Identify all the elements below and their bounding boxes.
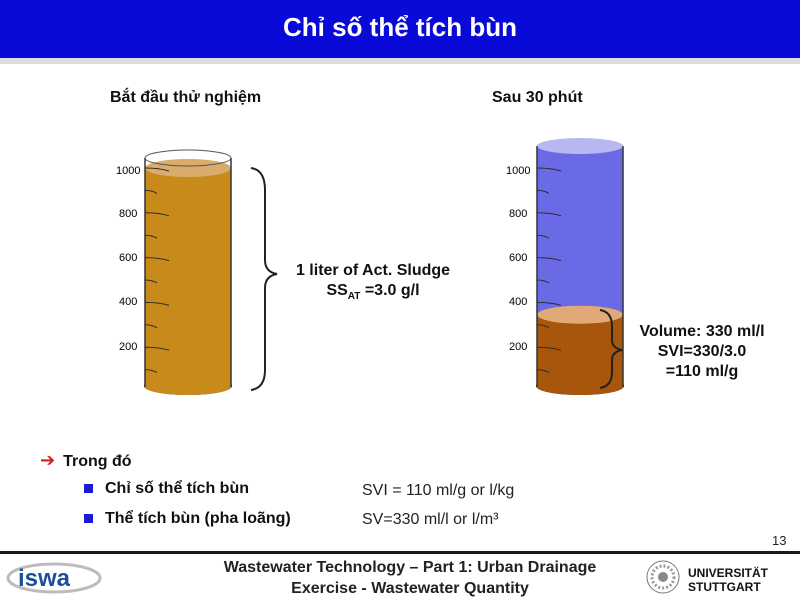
brace-right (599, 309, 623, 389)
footer-divider (0, 551, 800, 554)
annotation-line-1: 1 liter of Act. Sludge (295, 262, 451, 279)
page-number: 13 (772, 533, 787, 548)
scale-label-600: 600 (509, 252, 527, 264)
settled-sludge (537, 314, 623, 388)
scale-tick (144, 369, 158, 374)
scale-tick (536, 279, 550, 284)
formula-svi: SVI = 110 ml/g or l/kg (362, 482, 515, 499)
formula-sv: SV=330 ml/l or l/m³ (362, 511, 499, 528)
legend-item-sv: Thể tích bùn (pha loãng) (84, 510, 291, 528)
annotation-svi: SVI=330/3.0 (657, 343, 747, 360)
title-divider (0, 58, 800, 64)
after-annotation: Volume: 330 ml/l SVI=330/3.0 =110 ml/g (622, 322, 782, 382)
iswa-logo: iswa (6, 562, 102, 594)
legend-heading: ➔ Trong đó (40, 450, 132, 470)
water-surface (537, 138, 623, 154)
scale-tick (536, 301, 562, 306)
bullet-icon (84, 484, 93, 494)
cylinder-rim (144, 149, 232, 167)
sludge-surface (145, 159, 231, 177)
scale-ticks (536, 167, 562, 374)
university-name-line-1: UNIVERSITÄT (688, 566, 769, 580)
start-annotation: 1 liter of Act. Sludge SSAT =3.0 g/l (283, 261, 463, 307)
scale-tick (144, 346, 170, 351)
sludge-column (145, 168, 231, 388)
title-bar: Chỉ số thể tích bùn (0, 0, 800, 58)
legend-item-svi: Chỉ số thể tích bùn (84, 480, 249, 498)
scale-tick (144, 257, 170, 262)
scale-ticks (144, 167, 170, 374)
scale-tick (536, 257, 562, 262)
scale-tick (144, 279, 158, 284)
scale-label-400: 400 (509, 296, 527, 308)
scale-label-1000: 1000 (506, 165, 530, 177)
scale-tick (144, 324, 158, 329)
annotation-result: =110 ml/g (665, 363, 739, 380)
footer-course-title: Wastewater Technology – Part 1: Urban Dr… (223, 559, 597, 576)
cylinder-after-30-min: 1000 800 600 400 200 (506, 138, 624, 395)
scale-tick (144, 234, 158, 239)
scale-label-800: 800 (119, 208, 137, 220)
scale-label-200: 200 (509, 341, 527, 353)
scale-tick (536, 234, 550, 239)
scale-tick (536, 369, 550, 374)
annotation-volume: Volume: 330 ml/l (639, 323, 765, 340)
scale-tick (144, 301, 170, 306)
cylinder-start: 1000 800 600 400 200 (116, 149, 278, 395)
slide-title: Chỉ số thể tích bùn (283, 12, 517, 42)
scale-label-400: 400 (119, 296, 137, 308)
scale-label-600: 600 (119, 252, 137, 264)
scale-tick (536, 324, 550, 329)
after-30-min-label: Sau 30 phút (492, 89, 583, 106)
bullet-icon (84, 514, 93, 524)
university-name-line-2: STUTTGART (688, 580, 761, 594)
scale-tick (144, 167, 170, 172)
scale-tick (536, 167, 562, 172)
scale-tick (536, 346, 562, 351)
university-seal-icon (646, 560, 680, 594)
brace-left (250, 167, 278, 391)
scale-tick (536, 189, 550, 194)
arrow-right-icon: ➔ (40, 450, 56, 470)
scale-tick (536, 212, 562, 217)
scale-label-200: 200 (119, 341, 137, 353)
annotation-line-2: SSAT =3.0 g/l (326, 282, 420, 303)
iswa-logo-text: iswa (18, 565, 71, 592)
scale-tick (144, 212, 170, 217)
footer-exercise-title: Exercise - Wastewater Quantity (291, 580, 529, 597)
scale-label-800: 800 (509, 208, 527, 220)
start-test-label: Bắt đầu thử nghiệm (110, 89, 262, 106)
scale-label-1000: 1000 (116, 165, 140, 177)
scale-tick (144, 189, 158, 194)
